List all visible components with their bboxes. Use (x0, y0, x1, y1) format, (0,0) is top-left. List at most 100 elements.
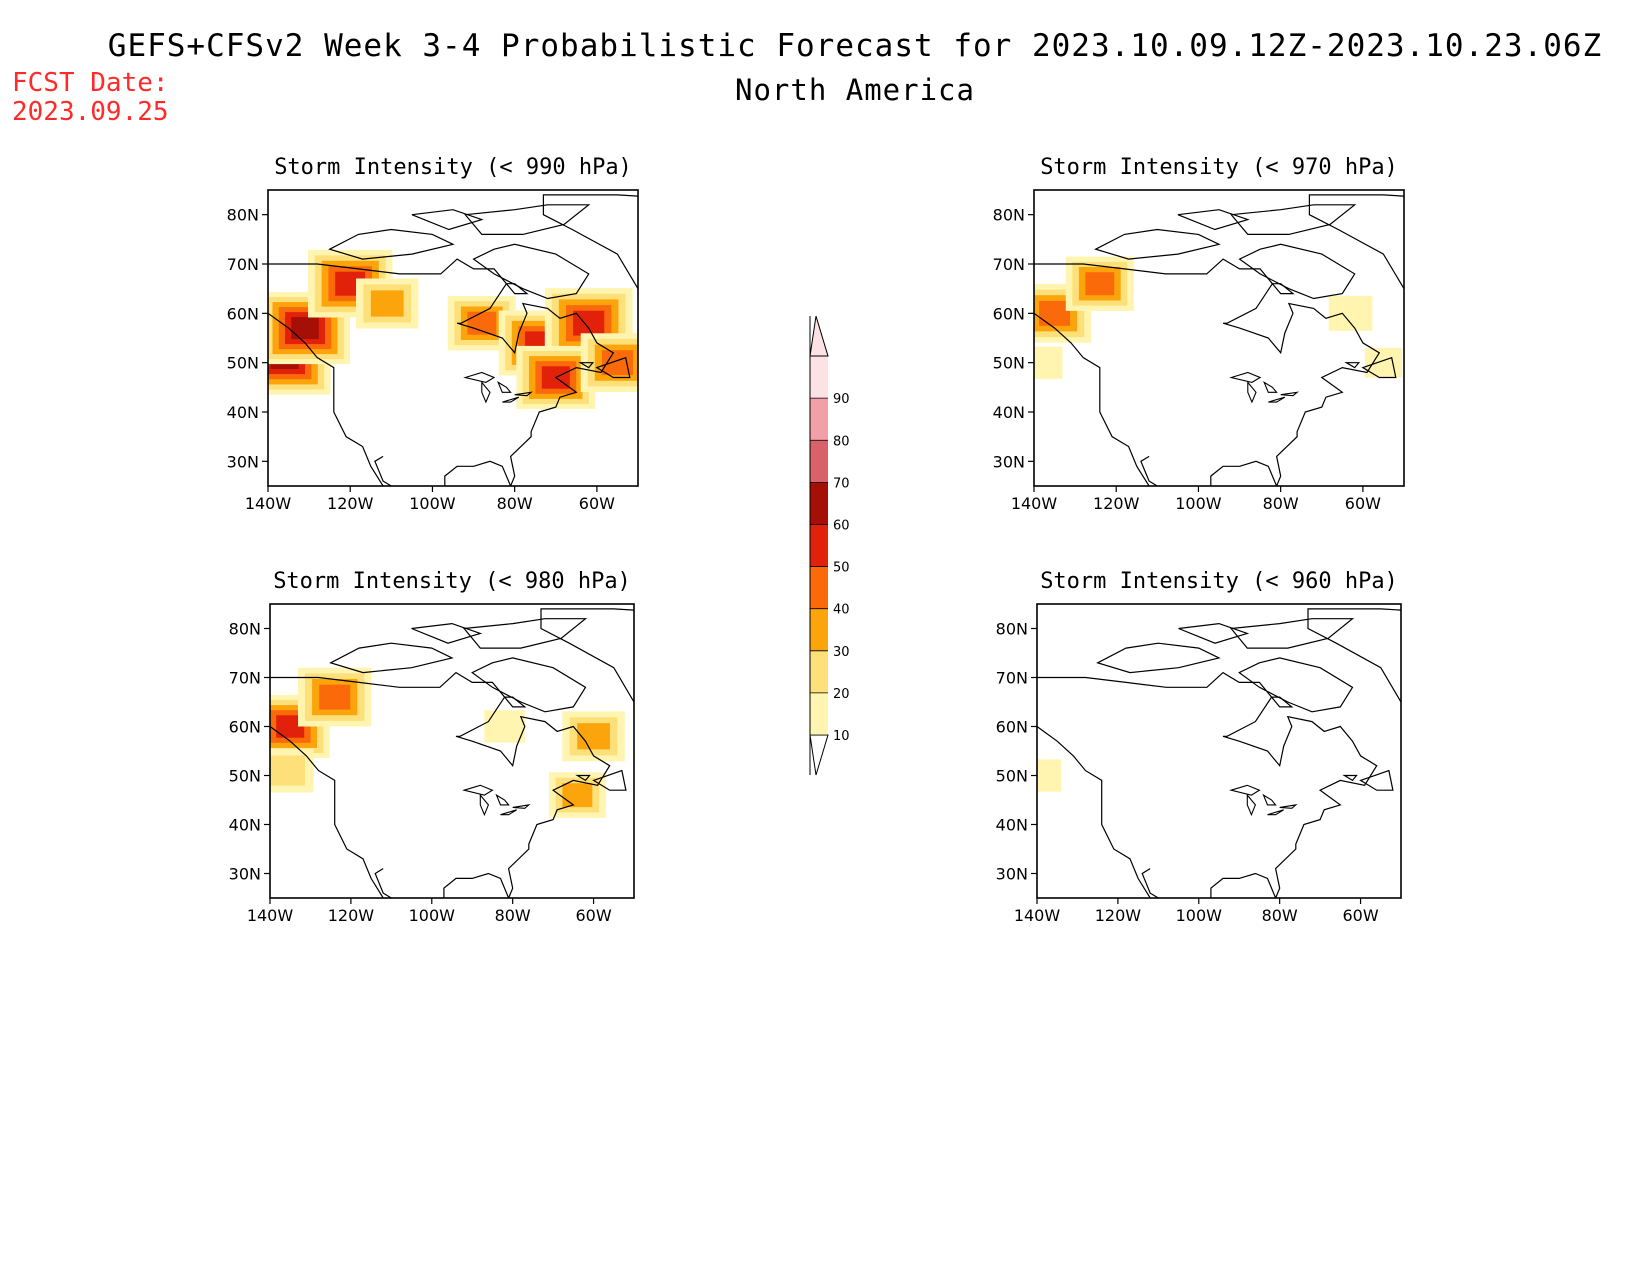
colorbar-swatch (810, 692, 828, 735)
lake-outline (497, 381, 512, 393)
colorbar-label: 40 (833, 603, 850, 618)
island-outline (592, 769, 627, 791)
island-outline (575, 774, 591, 782)
lake-outline (1267, 809, 1284, 816)
lon-tick-label: 80W (1263, 494, 1299, 513)
lon-tick-label: 100W (409, 494, 456, 513)
lon-tick-label: 120W (328, 906, 375, 925)
lat-tick-label: 70N (996, 669, 1028, 688)
lon-tick-label: 100W (1175, 494, 1222, 513)
lat-tick-label: 60N (227, 304, 259, 323)
lake-outline (1229, 784, 1261, 796)
lake-outline (1280, 391, 1299, 397)
lon-tick-label: 80W (497, 494, 533, 513)
island-outline (578, 362, 595, 369)
lake-outline (1246, 793, 1257, 817)
lake-outline (481, 380, 491, 404)
lake-outline (463, 371, 496, 383)
panel-title: Storm Intensity (< 990 hPa) (274, 155, 632, 180)
lon-tick-label: 60W (1342, 906, 1378, 925)
probability-patch (1037, 759, 1062, 792)
coastline (268, 258, 615, 486)
lat-tick-label: 60N (996, 718, 1028, 737)
lat-tick-label: 80N (229, 620, 261, 639)
lat-tick-label: 70N (993, 255, 1025, 274)
lat-tick-label: 50N (227, 354, 259, 373)
lat-tick-label: 50N (996, 767, 1028, 786)
colorbar-label: 90 (833, 392, 850, 407)
island-outline (462, 618, 588, 649)
lon-tick-label: 140W (247, 906, 294, 925)
island-outline (1230, 204, 1357, 235)
lake-outline (495, 793, 510, 806)
lat-tick-label: 40N (227, 403, 259, 422)
lake-outline (1229, 371, 1262, 383)
island-outline (542, 194, 638, 290)
coastline (1034, 312, 1150, 486)
lake-outline (479, 793, 490, 817)
panel-title: Storm Intensity (< 970 hPa) (1040, 155, 1398, 180)
lon-tick-label: 60W (579, 494, 615, 513)
probability-patch (270, 748, 314, 793)
map-panel-1: Storm Intensity (< 990 hPa) 30N 40N 50N 60N 7… (227, 155, 639, 513)
colorbar-swatch (810, 482, 828, 525)
colorbar-swatch (810, 524, 828, 567)
lat-tick-label: 70N (229, 669, 261, 688)
map-frame (1036, 603, 1402, 899)
colorbar-label: 30 (833, 645, 850, 660)
lake-outline (1268, 396, 1286, 403)
lake-outline (1279, 804, 1298, 809)
lon-tick-label: 140W (1011, 494, 1058, 513)
probability-patch (1034, 346, 1063, 379)
colorbar: 10 20 30 40 50 60 70 80 90 (809, 315, 850, 776)
island-outline (1308, 194, 1404, 290)
lon-tick-label: 120W (1095, 906, 1142, 925)
lat-tick-label: 40N (993, 403, 1025, 422)
island-outline (1361, 356, 1397, 379)
coastline (268, 312, 384, 486)
coastline (1140, 455, 1158, 486)
lat-tick-label: 30N (993, 452, 1025, 471)
island-outline (472, 243, 590, 300)
lon-tick-label: 140W (245, 494, 292, 513)
lat-tick-label: 30N (227, 452, 259, 471)
lat-tick-label: 80N (993, 206, 1025, 225)
island-outline (411, 209, 484, 231)
island-outline (540, 608, 634, 703)
colorbar-swatch (810, 650, 828, 693)
island-outline (1178, 622, 1250, 644)
lon-tick-label: 120W (1093, 494, 1140, 513)
island-outline (1177, 209, 1250, 231)
colorbar-upper-cap (809, 315, 829, 357)
lat-tick-label: 30N (229, 865, 261, 884)
probability-patch (1364, 347, 1402, 378)
map-frame (269, 603, 635, 899)
island-outline (1270, 696, 1294, 708)
island-outline (503, 696, 527, 708)
probability-patch (298, 667, 372, 727)
lon-tick-label: 120W (327, 494, 374, 513)
lat-tick-label: 80N (996, 620, 1028, 639)
map-frame (1033, 189, 1405, 487)
coastline (374, 868, 392, 898)
panel-title: Storm Intensity (< 980 hPa) (273, 569, 631, 594)
island-outline (1229, 618, 1355, 649)
island-outline (1271, 283, 1295, 295)
map-frame (267, 189, 639, 487)
island-outline (471, 657, 587, 713)
island-outline (1096, 642, 1221, 674)
colorbar-label: 10 (833, 729, 850, 744)
probability-patch (562, 711, 625, 762)
lake-outline (1262, 793, 1277, 806)
probability-patch (1065, 256, 1134, 311)
lat-tick-label: 60N (229, 718, 261, 737)
colorbar-label: 80 (833, 434, 850, 449)
lat-tick-label: 50N (229, 767, 261, 786)
colorbar-swatch (810, 398, 828, 441)
island-outline (1094, 228, 1221, 260)
colorbar-swatch (810, 608, 828, 651)
lon-tick-label: 60W (1345, 494, 1381, 513)
lat-tick-label: 60N (993, 304, 1025, 323)
colorbar-swatch (810, 356, 828, 399)
